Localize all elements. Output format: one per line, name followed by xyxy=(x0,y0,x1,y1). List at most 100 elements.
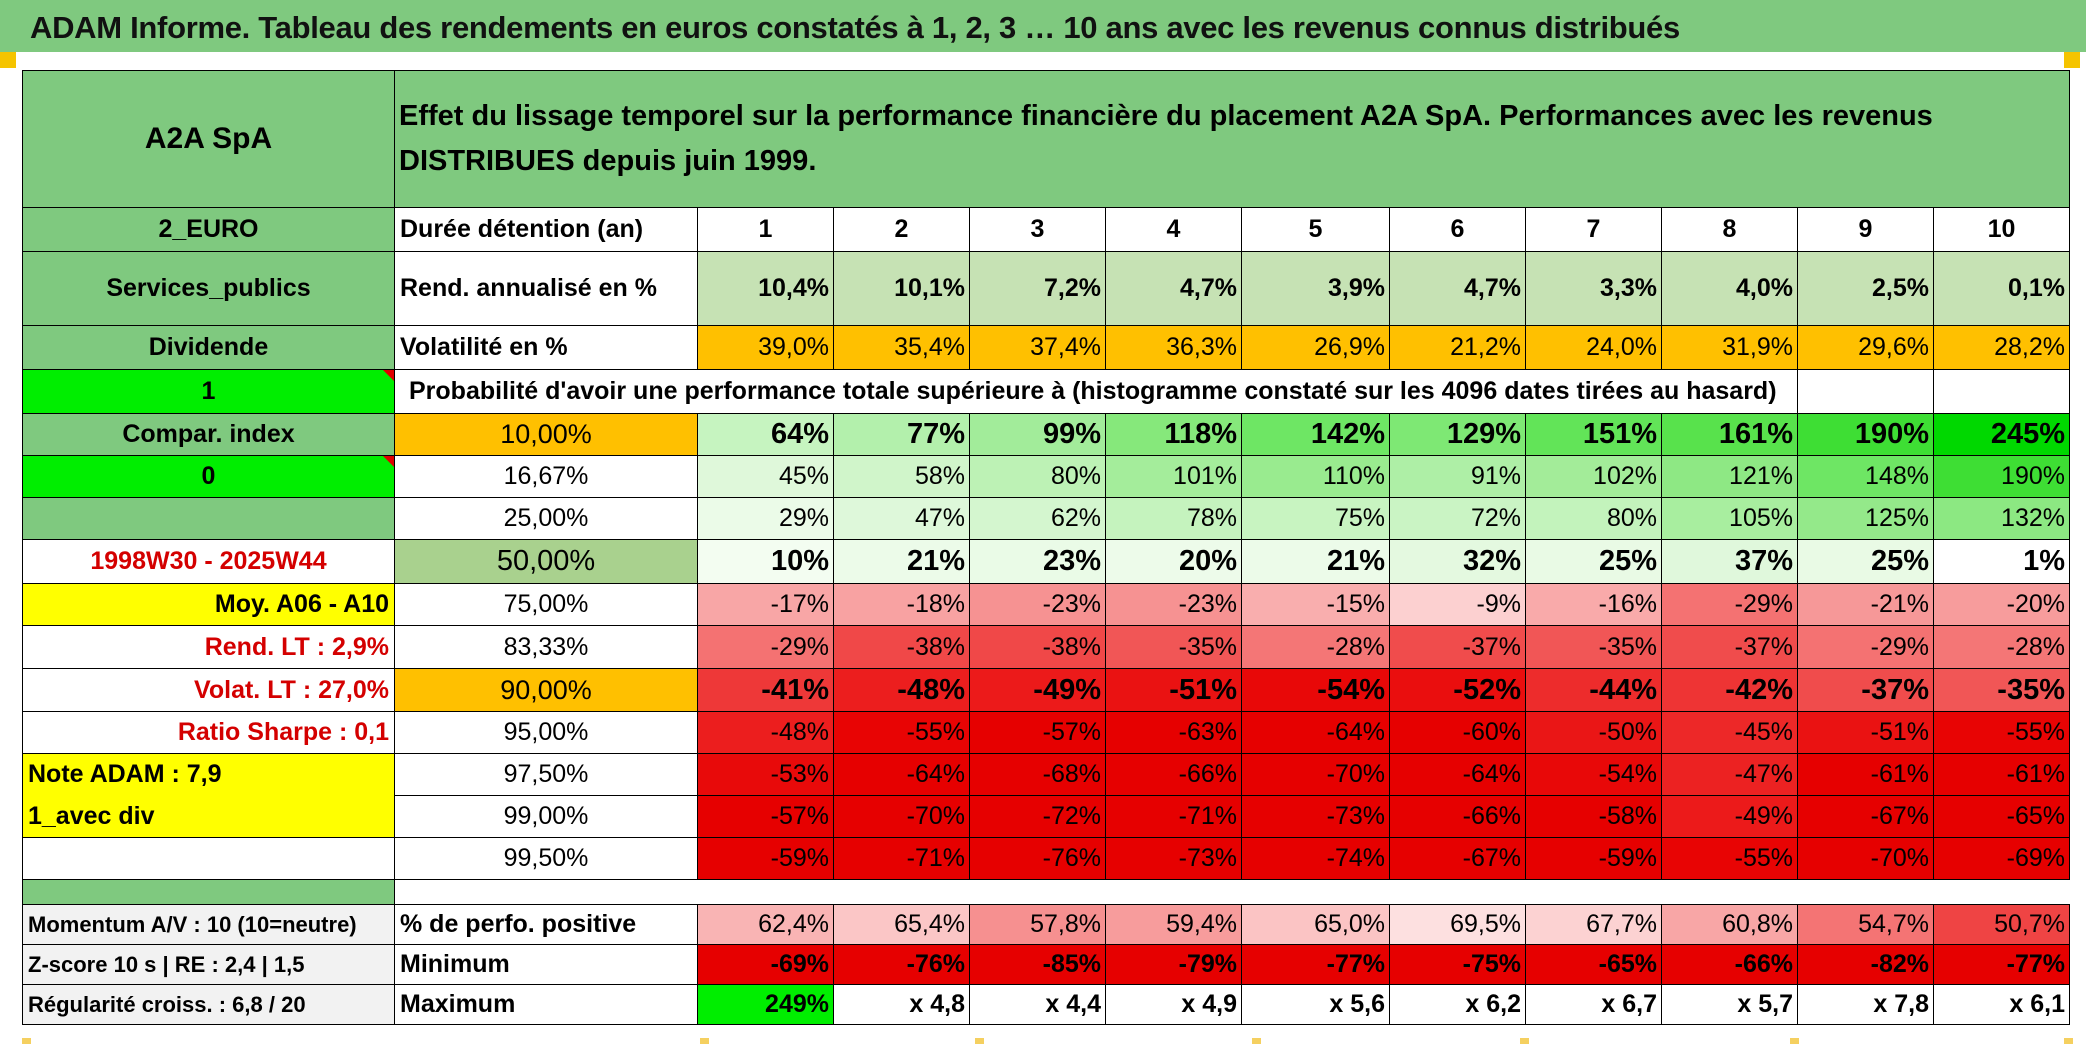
dist-cell: -20% xyxy=(1933,583,2070,626)
dist-cell: 21% xyxy=(1241,539,1390,584)
dist-cell: -9% xyxy=(1389,583,1526,626)
dist-cell: -57% xyxy=(969,711,1106,754)
dist-cell: -53% xyxy=(697,753,834,796)
dist-cell: -18% xyxy=(833,583,970,626)
dist-cell: -35% xyxy=(1525,625,1662,669)
minimum-cell: -77% xyxy=(1933,944,2070,985)
note-adam: Note ADAM : 7,9 xyxy=(22,753,395,796)
volat-label: Volatilité en % xyxy=(394,325,698,370)
performance-table: A2A SpA Effet du lissage temporel sur la… xyxy=(22,70,2070,1025)
period: 1998W30 - 2025W44 xyxy=(22,539,395,584)
dist-cell: -54% xyxy=(1525,753,1662,796)
dist-cell: -72% xyxy=(969,795,1106,838)
dist-cell: 190% xyxy=(1933,455,2070,498)
quantile-label: 99,50% xyxy=(394,837,698,880)
corner-handle-left xyxy=(0,52,16,68)
minimum-cell: -69% xyxy=(697,944,834,985)
volat-cell: 21,2% xyxy=(1389,325,1526,370)
dist-row-2: 25,00% 29% 47% 62% 78% 75% 72% 80% 105% 125% 132% xyxy=(22,497,2070,540)
mode: 1_avec div xyxy=(22,795,395,838)
dist-cell: 91% xyxy=(1389,455,1526,498)
empty-cell xyxy=(1933,369,2070,414)
dist-row-0: Compar. index 10,00% 64% 77% 99% 118% 142% 12… xyxy=(22,413,2070,456)
dist-cell: 47% xyxy=(833,497,970,540)
maximum-cell: x 6,7 xyxy=(1525,984,1662,1025)
dist-cell: -44% xyxy=(1525,668,1662,712)
compar-label: Compar. index xyxy=(22,413,395,456)
pct-positive-cell: 69,5% xyxy=(1389,904,1526,945)
dist-cell: -28% xyxy=(1241,625,1390,669)
dist-cell: 72% xyxy=(1389,497,1526,540)
quantile-label: 10,00% xyxy=(394,413,698,456)
pct-positive-cell: 67,7% xyxy=(1525,904,1662,945)
pct-positive-cell: 57,8% xyxy=(969,904,1106,945)
blank-green-cell xyxy=(22,497,395,540)
year-9: 9 xyxy=(1797,207,1934,252)
dist-cell: 142% xyxy=(1241,413,1390,456)
maximum-label: Maximum xyxy=(394,984,698,1025)
pct-positive-cell: 50,7% xyxy=(1933,904,2070,945)
spacer-row xyxy=(22,879,2070,905)
dist-cell: -71% xyxy=(1105,795,1242,838)
minimum-label: Minimum xyxy=(394,944,698,985)
empty-cell xyxy=(1797,369,1934,414)
dist-cell: -55% xyxy=(833,711,970,754)
minimum-cell: -65% xyxy=(1525,944,1662,985)
dist-cell: -48% xyxy=(833,668,970,712)
report-title: ADAM Informe. Tableau des rendements en … xyxy=(0,0,2086,52)
dist-cell: -70% xyxy=(833,795,970,838)
dist-cell: -69% xyxy=(1933,837,2070,880)
dist-cell: 245% xyxy=(1933,413,2070,456)
year-6: 6 xyxy=(1389,207,1526,252)
maximum-cell: x 4,9 xyxy=(1105,984,1242,1025)
volat-row: Dividende Volatilité en % 39,0% 35,4% 37… xyxy=(22,325,2070,370)
dist-cell: -63% xyxy=(1105,711,1242,754)
momentum: Momentum A/V : 10 (10=neutre) xyxy=(22,904,395,945)
quantile-label: 83,33% xyxy=(394,625,698,669)
minimum-cell: -79% xyxy=(1105,944,1242,985)
moy-label: Moy. A06 - A10 xyxy=(22,583,395,626)
volat-cell: 26,9% xyxy=(1241,325,1390,370)
zscore: Z-score 10 s | RE : 2,4 | 1,5 xyxy=(22,944,395,985)
dist-cell: -49% xyxy=(1661,795,1798,838)
sector: Services_publics xyxy=(22,251,395,326)
dist-cell: -59% xyxy=(1525,837,1662,880)
dist-cell: 80% xyxy=(1525,497,1662,540)
dist-cell: -23% xyxy=(969,583,1106,626)
tick-marker xyxy=(1790,1038,1799,1044)
dist-cell: -15% xyxy=(1241,583,1390,626)
quantile-label: 90,00% xyxy=(394,668,698,712)
dist-cell: 64% xyxy=(697,413,834,456)
dist-cell: -23% xyxy=(1105,583,1242,626)
maximum-cell: x 5,6 xyxy=(1241,984,1390,1025)
rend-lt: Rend. LT : 2,9% xyxy=(22,625,395,669)
dist-cell: 99% xyxy=(969,413,1106,456)
dist-cell: -38% xyxy=(833,625,970,669)
dist-cell: -66% xyxy=(1389,795,1526,838)
dist-cell: 21% xyxy=(833,539,970,584)
dist-cell: 101% xyxy=(1105,455,1242,498)
dist-cell: -55% xyxy=(1661,837,1798,880)
proba-row: 1 Probabilité d'avoir une performance to… xyxy=(22,369,2070,414)
pct-positive-cell: 65,4% xyxy=(833,904,970,945)
dist-row-7: Ratio Sharpe : 0,1 95,00% -48% -55% -57% -6… xyxy=(22,711,2070,754)
year-1: 1 xyxy=(697,207,834,252)
volat-cell: 24,0% xyxy=(1525,325,1662,370)
dist-cell: 58% xyxy=(833,455,970,498)
rend-cell: 3,3% xyxy=(1525,251,1662,326)
comment-marker xyxy=(383,456,394,467)
compar-value: 0 xyxy=(201,462,216,490)
volat-cell: 28,2% xyxy=(1933,325,2070,370)
dist-cell: 29% xyxy=(697,497,834,540)
dist-row-5: Rend. LT : 2,9% 83,33% -29% -38% -38% -35% -… xyxy=(22,625,2070,669)
pct-positive-cell: 54,7% xyxy=(1797,904,1934,945)
asset-code: 2_EURO xyxy=(22,207,395,252)
dist-cell: -35% xyxy=(1933,668,2070,712)
minimum-cell: -75% xyxy=(1389,944,1526,985)
rend-cell: 4,7% xyxy=(1389,251,1526,326)
volat-cell: 39,0% xyxy=(697,325,834,370)
dist-cell: 20% xyxy=(1105,539,1242,584)
dist-cell: -50% xyxy=(1525,711,1662,754)
tick-marker xyxy=(1252,1038,1261,1044)
comment-marker xyxy=(383,370,394,381)
